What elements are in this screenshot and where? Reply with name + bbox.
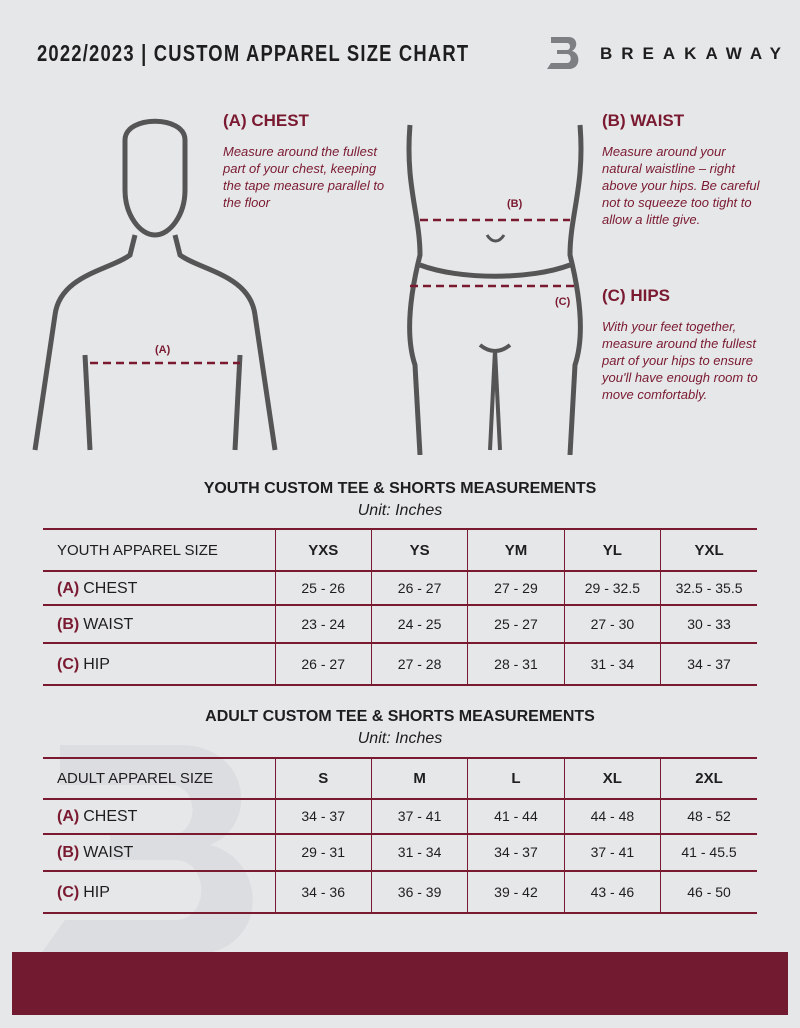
cell: 48 - 52 [660,798,757,835]
adult-section-title: ADULT CUSTOM TEE & SHORTS MEASUREMENTS [205,708,595,725]
row-label-text: WAIST [83,844,134,861]
row-key: (A) [57,579,80,597]
cell: 44 - 48 [563,798,661,835]
row-label: (B) WAIST [43,833,275,872]
cell: 29 - 31 [274,833,372,872]
cell: 41 - 44 [467,798,565,835]
waist-heading: (B) WAIST [602,111,685,130]
row-label: (A) CHEST [43,570,275,606]
cell: 39 - 42 [467,870,565,914]
cell: 29 - 32.5 [563,570,661,606]
cell: 34 - 37 [274,798,372,835]
size-header: 2XL [660,757,757,800]
adult-size-table: ADULT APPAREL SIZE S M L XL 2XL (A) CHEST… [43,757,757,914]
adult-unit: Unit: Inches [357,730,443,747]
row-label: (A) CHEST [43,798,275,835]
cell: 37 - 41 [370,798,468,835]
waist-marker: (B) [507,198,523,210]
size-header: M [370,757,468,800]
table-header-row: YOUTH APPAREL SIZE YXS YS YM YL YXL [43,528,757,572]
cell: 34 - 36 [274,870,372,914]
cell: 30 - 33 [660,604,757,644]
header-label: YOUTH APPAREL SIZE [43,528,275,572]
cell: 27 - 28 [370,642,468,686]
row-label-text: HIP [83,655,110,673]
youth-unit: Unit: Inches [357,502,443,519]
breakaway-logo-icon [547,37,579,69]
size-header: YXS [274,528,372,572]
cell: 27 - 29 [467,570,565,606]
header-label: ADULT APPAREL SIZE [43,757,275,800]
chest-marker: (A) [155,344,171,356]
size-header: YM [467,528,565,572]
chest-description: Measure around the fullest part of your … [223,144,385,210]
size-header: S [274,757,372,800]
size-header: YS [370,528,468,572]
cell: 23 - 24 [274,604,372,644]
cell: 34 - 37 [660,642,757,686]
cell: 31 - 34 [563,642,661,686]
brand-name: BREAKAWAY [600,44,790,63]
cell: 43 - 46 [563,870,661,914]
cell: 36 - 39 [370,870,468,914]
youth-section-title: YOUTH CUSTOM TEE & SHORTS MEASUREMENTS [203,480,597,497]
cell: 37 - 41 [563,833,661,872]
row-label-text: CHEST [83,808,138,825]
row-key: (A) [57,808,80,825]
chest-heading: (A) CHEST [223,111,309,130]
cell: 25 - 26 [274,570,372,606]
cell: 27 - 30 [563,604,661,644]
page-title: 2022/2023 | CUSTOM APPAREL SIZE CHART [37,40,470,66]
row-label: (C) HIP [43,642,275,686]
waist-description: Measure around your natural waistline – … [602,144,760,227]
row-key: (B) [57,615,80,633]
table-row: (B) WAIST 23 - 24 24 - 25 25 - 27 27 - 30 30 … [43,604,757,644]
row-key: (B) [57,844,80,861]
table-row: (A) CHEST 25 - 26 26 - 27 27 - 29 29 - 32.5 3… [43,570,757,606]
row-label-text: CHEST [83,579,138,597]
body-measurement-illustration [32,118,584,455]
cell: 46 - 50 [660,870,757,914]
cell: 34 - 37 [467,833,565,872]
row-label-text: WAIST [83,615,134,633]
size-header: YL [563,528,661,572]
table-row: (C) HIP 34 - 36 36 - 39 39 - 42 43 - 46 46 - … [43,870,757,914]
row-label-text: HIP [83,883,110,901]
table-row: (B) WAIST 29 - 31 31 - 34 34 - 37 37 - 41 41 … [43,833,757,872]
cell: 32.5 - 35.5 [660,570,757,606]
size-header: L [467,757,565,800]
cell: 25 - 27 [467,604,565,644]
cell: 28 - 31 [467,642,565,686]
hips-heading: (C) HIPS [602,286,670,305]
hips-marker: (C) [555,296,571,308]
youth-size-table: YOUTH APPAREL SIZE YXS YS YM YL YXL (A) C… [43,528,757,686]
size-header: XL [563,757,661,800]
table-row: (C) HIP 26 - 27 27 - 28 28 - 31 31 - 34 34 - … [43,642,757,686]
cell: 24 - 25 [370,604,468,644]
table-header-row: ADULT APPAREL SIZE S M L XL 2XL [43,757,757,800]
row-key: (C) [57,883,80,901]
size-header: YXL [660,528,757,572]
hips-description: With your feet together, measure around … [602,319,758,402]
cell: 26 - 27 [370,570,468,606]
row-label: (C) HIP [43,870,275,914]
row-key: (C) [57,655,80,673]
row-label: (B) WAIST [43,604,275,644]
footer-bar [12,952,788,1015]
cell: 26 - 27 [274,642,372,686]
cell: 31 - 34 [370,833,468,872]
table-row: (A) CHEST 34 - 37 37 - 41 41 - 44 44 - 48 48 … [43,798,757,835]
cell: 41 - 45.5 [660,833,757,872]
